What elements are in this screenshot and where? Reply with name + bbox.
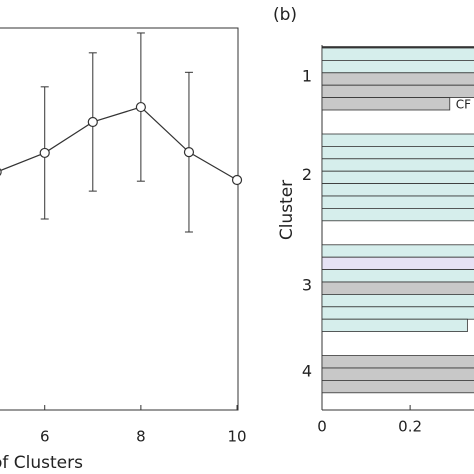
bar	[321, 244, 474, 258]
y-axis-label: Cluster	[277, 180, 297, 240]
bar	[321, 60, 474, 74]
data-point	[0, 168, 2, 176]
x-tick-label: 0.2	[398, 418, 422, 436]
bar	[321, 306, 474, 320]
y-tick-label: 1	[302, 67, 312, 86]
bar	[321, 84, 474, 98]
bar	[321, 158, 474, 172]
bar	[321, 207, 474, 222]
bar	[321, 97, 451, 111]
data-point	[231, 174, 243, 186]
bar	[321, 47, 474, 61]
bar	[321, 133, 474, 147]
x-tick-label: 6	[40, 428, 50, 446]
bar	[321, 367, 474, 381]
bar	[321, 145, 474, 160]
bar-annotation: CF	[456, 97, 471, 111]
bar	[321, 195, 474, 209]
bar	[321, 183, 474, 197]
bar	[321, 281, 474, 295]
data-point	[183, 147, 195, 158]
bar	[321, 293, 474, 308]
bar	[321, 379, 474, 394]
y-tick-label: 4	[302, 362, 312, 381]
x-tick-label: 8	[136, 428, 146, 446]
y-tick-label: 3	[302, 276, 312, 295]
left-frame	[0, 27, 239, 411]
bar	[321, 256, 474, 271]
bar	[321, 355, 474, 369]
bar	[321, 269, 474, 283]
data-point	[135, 101, 146, 113]
data-point	[39, 147, 50, 159]
y-tick-label: 2	[302, 165, 312, 184]
bar	[321, 72, 474, 86]
panel-label: (b)	[273, 5, 297, 25]
bar	[321, 318, 468, 333]
bar	[321, 170, 474, 184]
data-line	[0, 106, 238, 181]
x-tick-label: 0	[317, 418, 327, 436]
x-tick-label: 10	[227, 428, 246, 446]
x-axis-label: of Clusters	[0, 453, 83, 473]
data-point	[87, 116, 98, 128]
